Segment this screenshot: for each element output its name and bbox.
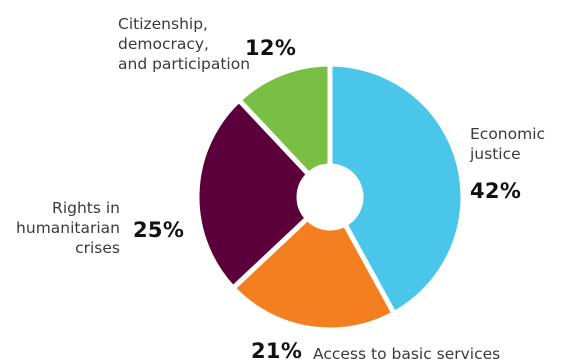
slice-label-rights-humanitarian-crises: Rights in humanitarian crises	[16, 199, 120, 257]
slice-economic-justice	[327, 61, 466, 317]
slice-label-economic-justice: Economic justice	[470, 125, 546, 163]
slice-value-rights-humanitarian-crises: 25%	[133, 218, 185, 242]
slice-value-economic-justice: 42%	[470, 179, 522, 203]
slice-label-citizenship-democracy: Citizenship, democracy, and participatio…	[118, 15, 251, 73]
slice-value-citizenship-democracy: 12%	[245, 36, 297, 60]
slice-access-basic-services	[230, 215, 397, 333]
slice-label-access-basic-services: Access to basic services	[313, 345, 501, 363]
slice-citizenship-democracy	[236, 61, 333, 177]
slice-value-access-basic-services: 21%	[251, 339, 303, 363]
